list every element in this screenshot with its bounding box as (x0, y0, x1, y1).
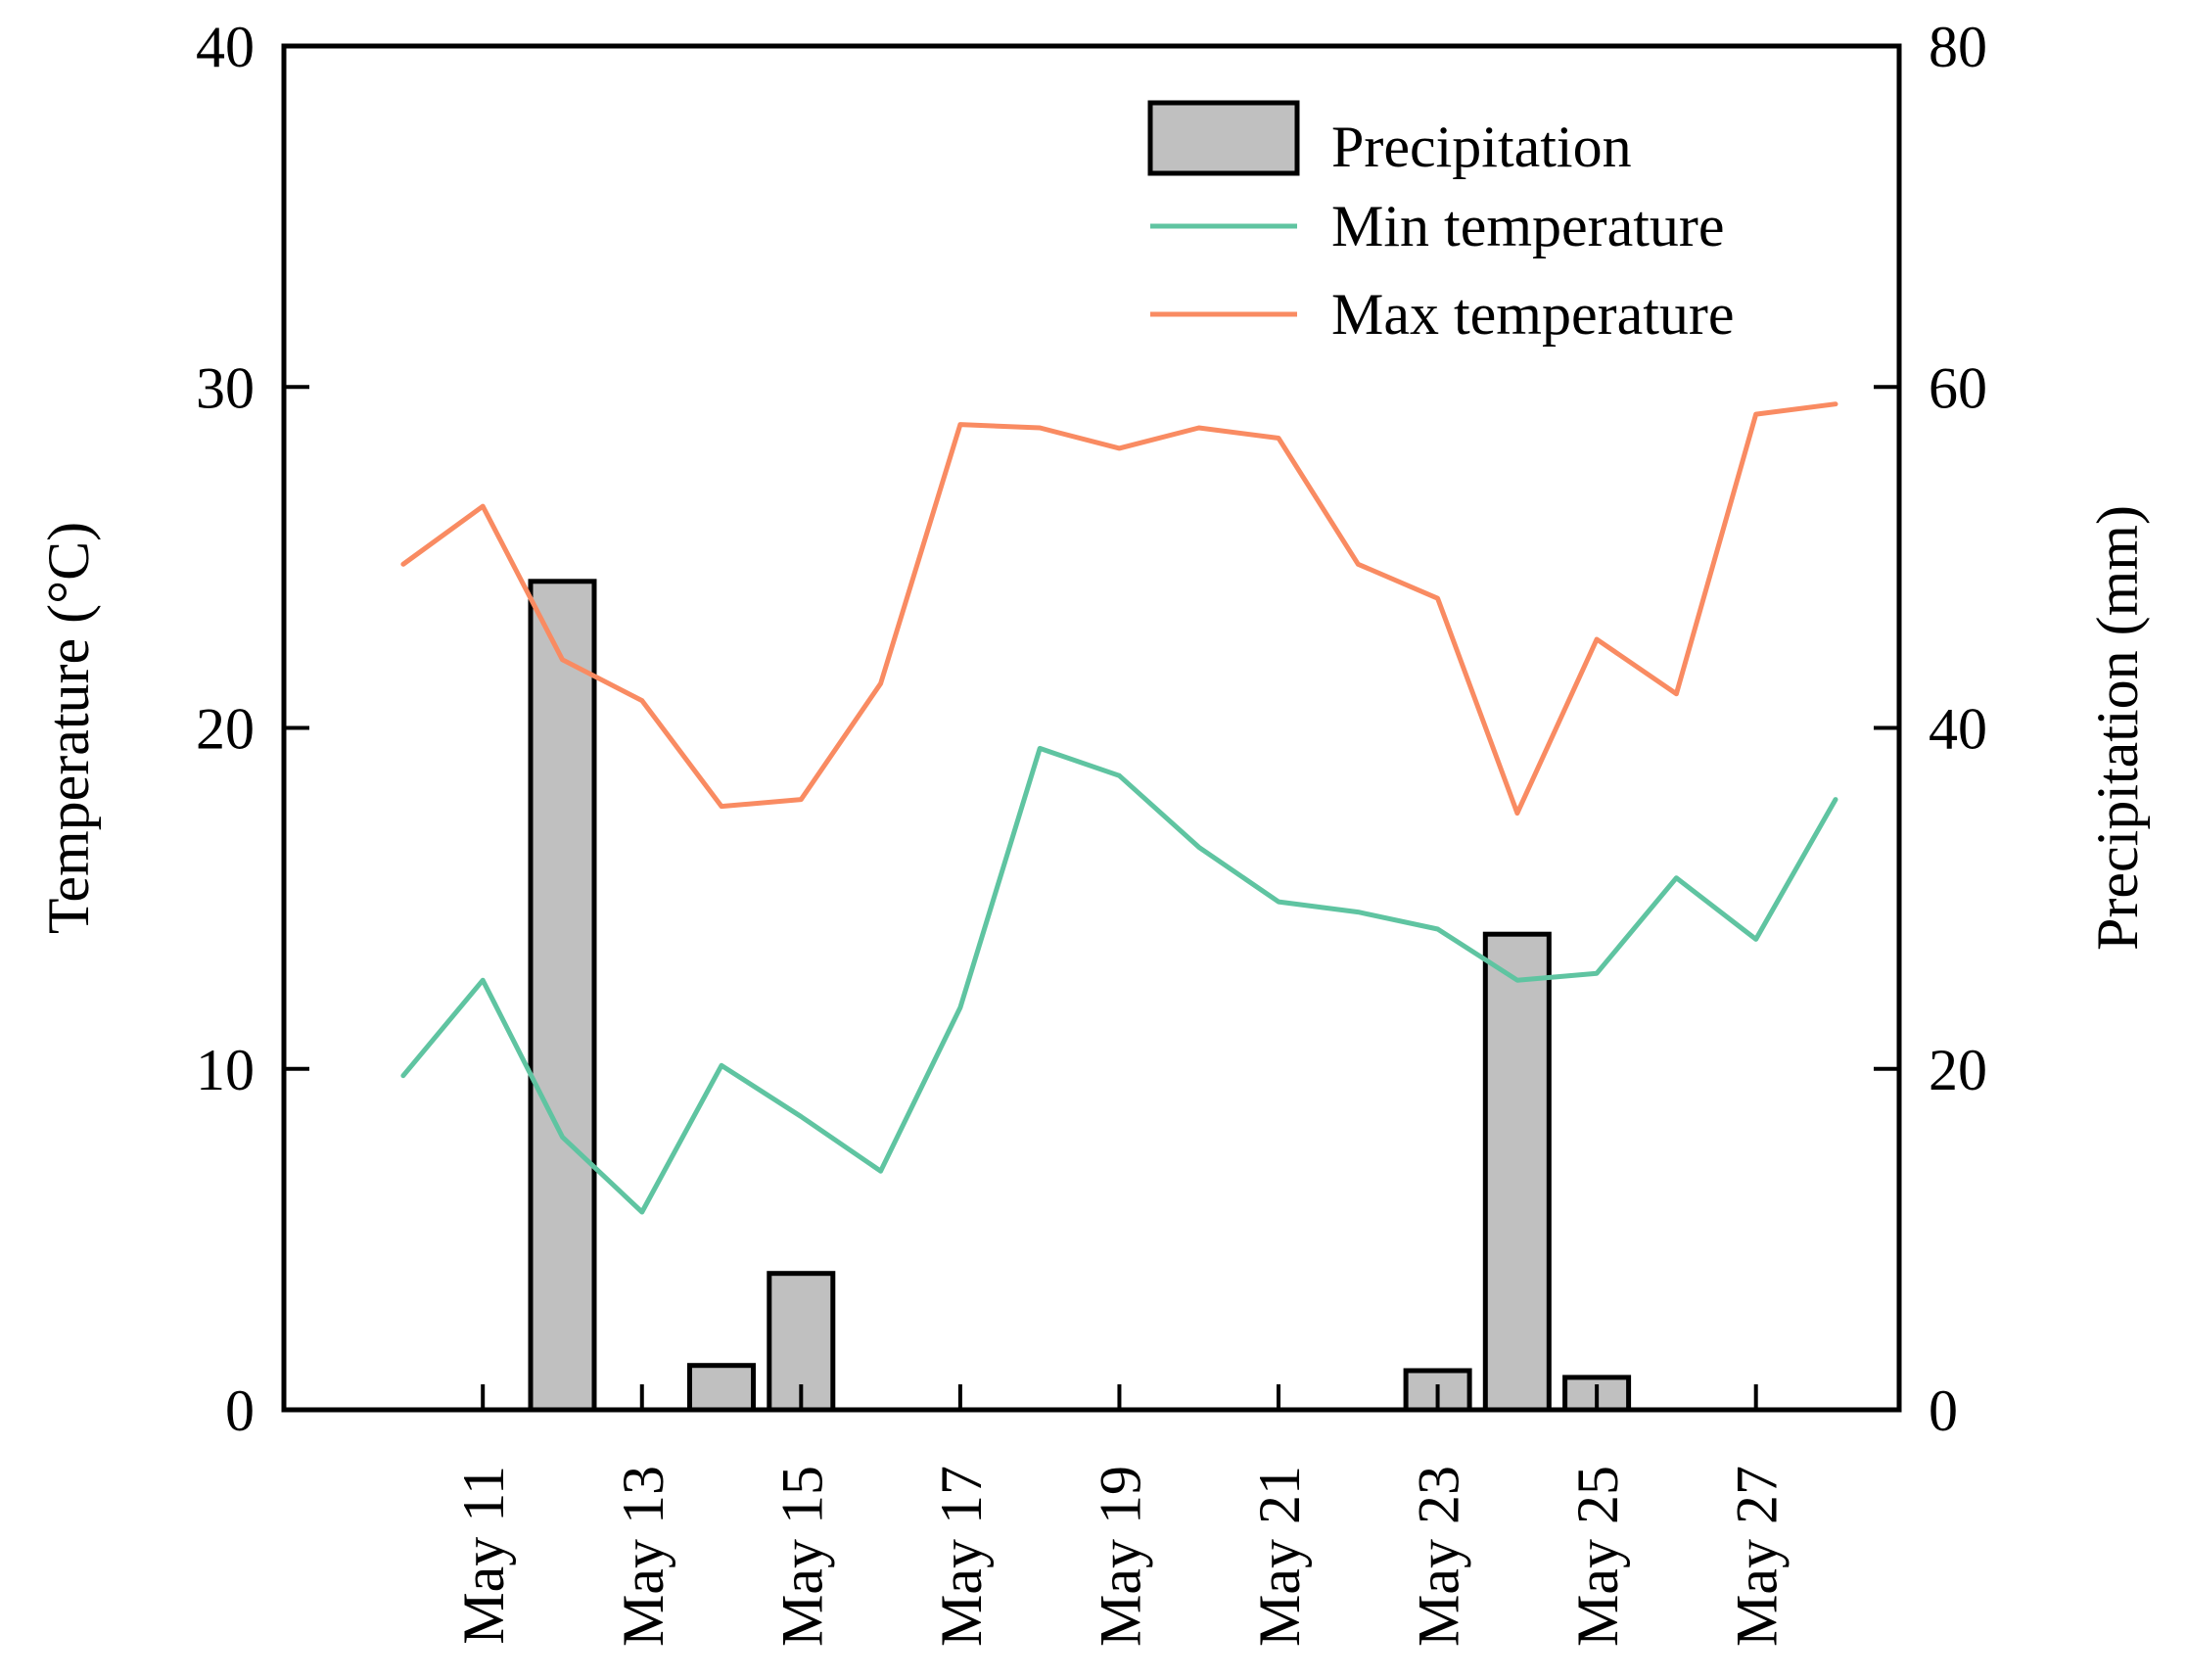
x-tick-label: May 21 (1247, 1466, 1312, 1647)
left-tick-label: 30 (196, 355, 255, 420)
legend: Precipitation Min temperature Max temperat… (1147, 100, 1734, 347)
left-tick-label: 0 (225, 1378, 255, 1443)
x-tick-label: May 19 (1088, 1466, 1152, 1647)
left-tick-label: 20 (196, 697, 255, 762)
right-axis-title: Precipitation (mm) (2085, 505, 2150, 951)
x-tick-label: May 15 (769, 1466, 834, 1647)
precipitation-bar-14 (687, 1363, 756, 1413)
right-tick-label: 80 (1929, 15, 1987, 79)
precipitation-bar-12 (528, 579, 597, 1413)
x-tick-label: May 11 (451, 1466, 516, 1645)
right-tick-label: 60 (1929, 355, 1987, 420)
legend-label-min-temperature: Min temperature (1331, 194, 1725, 258)
x-tick-label: May 27 (1725, 1466, 1790, 1647)
min-temperature-line (400, 745, 1838, 1215)
left-axis-title: Temperature (°C) (36, 522, 101, 934)
legend-swatch-precipitation (1147, 100, 1300, 176)
right-tick-label: 0 (1929, 1378, 1958, 1443)
right-tick-label: 20 (1929, 1038, 1987, 1102)
x-tick-label: May 23 (1407, 1466, 1471, 1647)
lines-layer (400, 401, 1838, 1215)
precipitation-bar-24 (1482, 931, 1552, 1413)
bars-layer (528, 579, 1632, 1413)
x-tick-label: May 25 (1565, 1466, 1630, 1647)
left-tick-label: 40 (196, 15, 255, 79)
x-tick-label: May 13 (611, 1466, 675, 1647)
legend-label-precipitation: Precipitation (1331, 115, 1632, 179)
legend-label-max-temperature: Max temperature (1331, 282, 1734, 347)
axes-layer: 0 10 20 30 40 0 20 40 60 80 May 11 May 13 May 15 May … (36, 15, 2150, 1647)
max-temperature-line (400, 401, 1838, 817)
left-tick-label: 10 (196, 1038, 255, 1102)
right-tick-label: 40 (1929, 697, 1987, 762)
x-tick-label: May 17 (929, 1466, 994, 1647)
